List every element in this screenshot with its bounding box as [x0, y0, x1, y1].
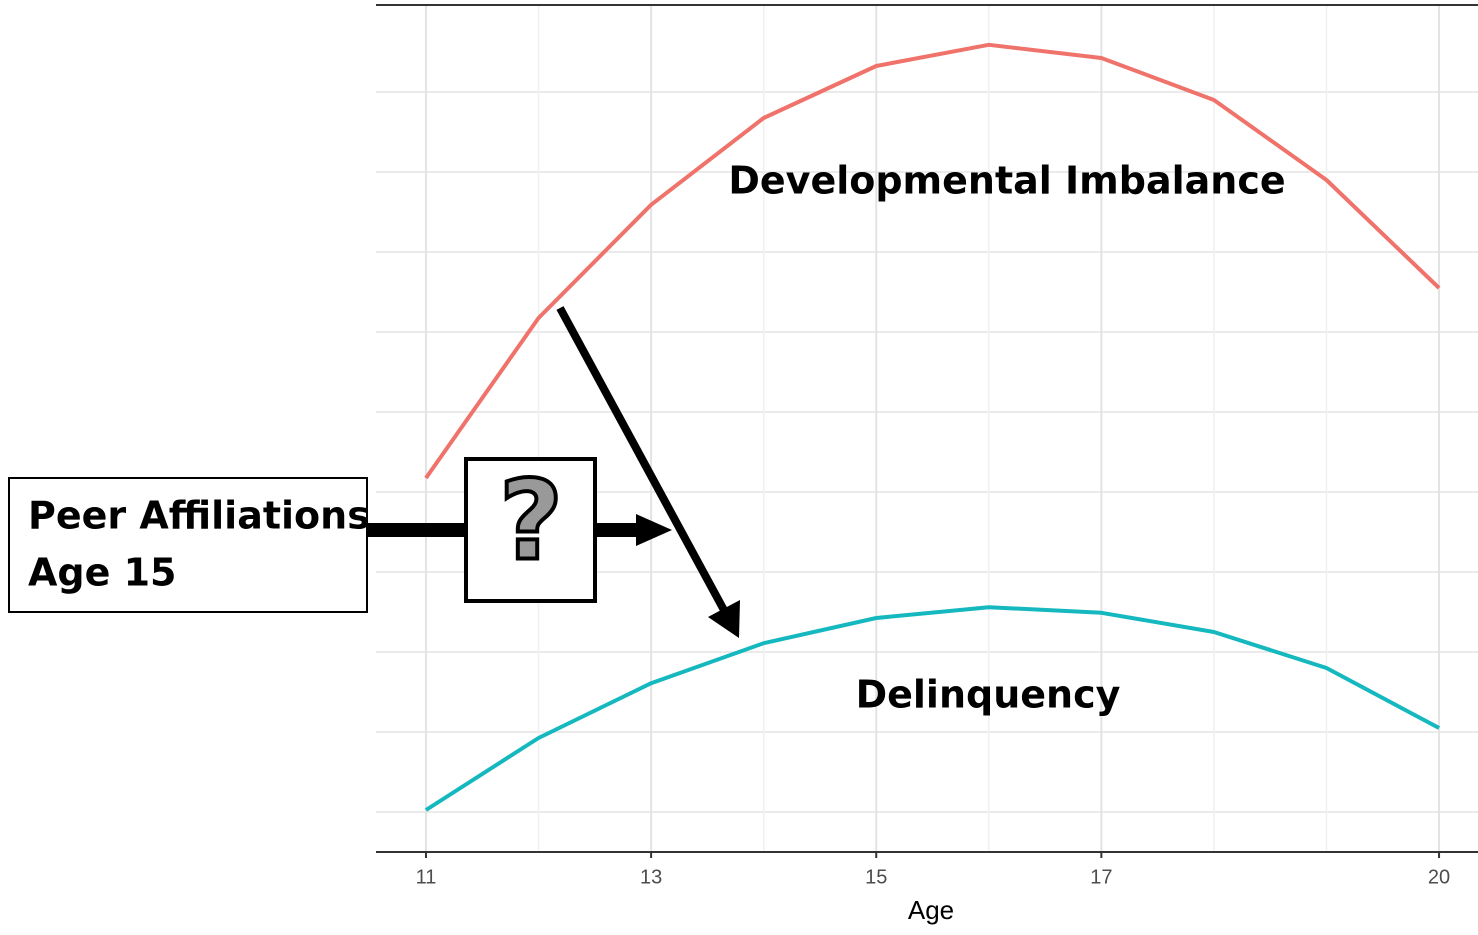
series-line: [424, 42, 1441, 480]
series-label: Delinquency: [856, 673, 1121, 717]
question-icon: ?: [499, 456, 563, 584]
lines: [424, 42, 1441, 812]
predictor-label: Peer Affiliations: [28, 494, 370, 538]
x-tick-label: 11: [416, 866, 437, 888]
grid: [376, 5, 1478, 852]
x-tick-label: 20: [1428, 866, 1450, 888]
predictor-box: [8, 477, 368, 613]
series-line: [424, 605, 1440, 812]
arrowhead: [708, 600, 740, 638]
predictor-label: Age 15: [28, 551, 177, 595]
x-tick-label: 13: [640, 866, 662, 888]
arrowhead: [636, 514, 672, 546]
x-tick-label: 17: [1090, 866, 1112, 888]
x-tick-label: 15: [865, 866, 887, 888]
moderator-box: [464, 457, 597, 603]
series-label: Developmental Imbalance: [728, 159, 1285, 203]
x-axis-label: Age: [908, 895, 954, 925]
arrow: [556, 306, 729, 614]
